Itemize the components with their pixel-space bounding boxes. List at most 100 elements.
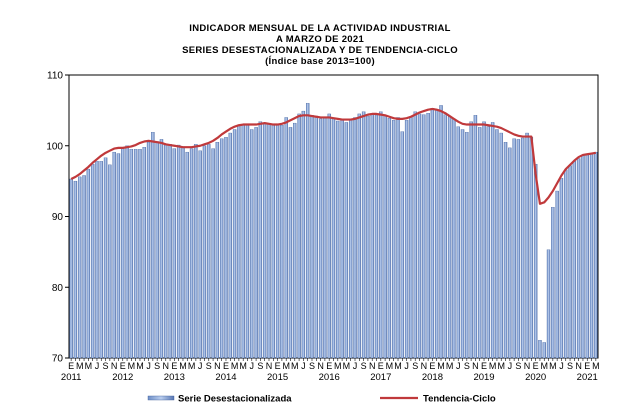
x-month-label: M xyxy=(437,361,445,371)
bar xyxy=(435,110,439,359)
bar xyxy=(387,118,392,359)
bar xyxy=(172,148,177,359)
bar xyxy=(594,151,598,359)
bar xyxy=(90,163,95,359)
x-year-label: 2017 xyxy=(370,372,391,383)
bar xyxy=(73,180,78,359)
bar xyxy=(469,121,473,359)
x-month-label: S xyxy=(257,361,263,371)
x-month-label: J xyxy=(250,361,255,371)
x-month-label: S xyxy=(361,361,367,371)
x-year-label: 2012 xyxy=(112,372,133,383)
x-month-label: N xyxy=(317,361,324,371)
x-month-label: S xyxy=(206,361,212,371)
bar xyxy=(533,163,538,359)
bar xyxy=(78,176,82,359)
title-line-4: (Índice base 2013=100) xyxy=(265,56,375,67)
x-month-label: J xyxy=(301,361,306,371)
bar xyxy=(262,122,267,359)
bar xyxy=(232,129,237,359)
bar xyxy=(250,129,254,359)
x-year-label: 2016 xyxy=(319,372,340,383)
bar xyxy=(327,113,331,359)
bar xyxy=(258,121,263,359)
bar xyxy=(121,148,125,359)
bar xyxy=(422,114,426,359)
bar xyxy=(82,175,86,359)
x-month-label: N xyxy=(472,361,479,371)
bar xyxy=(508,147,512,359)
x-month-label: M xyxy=(549,361,557,371)
x-month-label: N xyxy=(111,361,118,371)
bar xyxy=(159,139,164,359)
bar xyxy=(499,132,503,359)
bar xyxy=(275,125,280,359)
bar xyxy=(589,154,594,359)
x-month-label: M xyxy=(239,361,247,371)
bar xyxy=(112,151,116,359)
bar xyxy=(525,132,529,359)
x-month-label: E xyxy=(533,361,539,371)
bar xyxy=(323,116,327,359)
x-month-label: N xyxy=(421,361,428,371)
x-month-label: M xyxy=(282,361,290,371)
bar xyxy=(164,144,168,359)
x-month-label: N xyxy=(163,361,170,371)
bar xyxy=(404,120,409,359)
bar xyxy=(529,137,534,359)
bar xyxy=(245,124,250,359)
y-tick-label: 100 xyxy=(46,141,63,152)
bar xyxy=(318,118,323,359)
x-month-label: E xyxy=(584,361,590,371)
bar xyxy=(370,113,374,359)
bar xyxy=(581,155,585,359)
x-year-label: 2021 xyxy=(577,372,598,383)
bar xyxy=(383,115,387,359)
bar xyxy=(99,161,103,359)
bar xyxy=(353,117,357,359)
bar xyxy=(564,169,568,359)
x-year-label: 2019 xyxy=(473,372,494,383)
bar xyxy=(568,165,572,359)
x-month-label: M xyxy=(128,361,136,371)
bar xyxy=(189,148,194,359)
bar xyxy=(546,249,551,359)
bar xyxy=(284,117,288,359)
bar xyxy=(202,145,207,359)
bar xyxy=(280,125,284,359)
x-month-label: M xyxy=(446,361,454,371)
x-month-label: J xyxy=(95,361,100,371)
legend-swatch-bars xyxy=(147,395,175,401)
bar xyxy=(267,123,271,359)
bar xyxy=(486,126,491,359)
bar xyxy=(460,129,465,359)
bar xyxy=(447,116,452,359)
x-month-label: E xyxy=(326,361,332,371)
bar xyxy=(374,115,379,359)
x-year-label: 2014 xyxy=(215,372,236,383)
bar xyxy=(181,147,185,359)
y-tick-label: 110 xyxy=(47,71,63,82)
chart-title: INDICADOR MENSUAL DE LA ACTIVIDAD INDUST… xyxy=(0,23,640,67)
bar xyxy=(576,158,581,359)
x-month-label: J xyxy=(146,361,151,371)
x-month-label: J xyxy=(353,361,358,371)
bar xyxy=(482,121,486,359)
x-month-label: M xyxy=(136,361,144,371)
bar xyxy=(297,113,301,359)
x-month-label: M xyxy=(497,361,505,371)
bar xyxy=(478,127,482,359)
bar xyxy=(198,150,202,359)
bar xyxy=(331,118,336,359)
bar xyxy=(417,113,422,359)
bar xyxy=(538,340,542,359)
y-tick-label: 70 xyxy=(52,354,64,365)
x-month-label: M xyxy=(179,361,187,371)
bar xyxy=(305,103,310,359)
x-month-label: M xyxy=(489,361,497,371)
bar xyxy=(572,161,577,359)
x-month-label: S xyxy=(309,361,315,371)
bar xyxy=(254,127,258,359)
bar xyxy=(142,147,146,359)
bar xyxy=(465,132,469,359)
